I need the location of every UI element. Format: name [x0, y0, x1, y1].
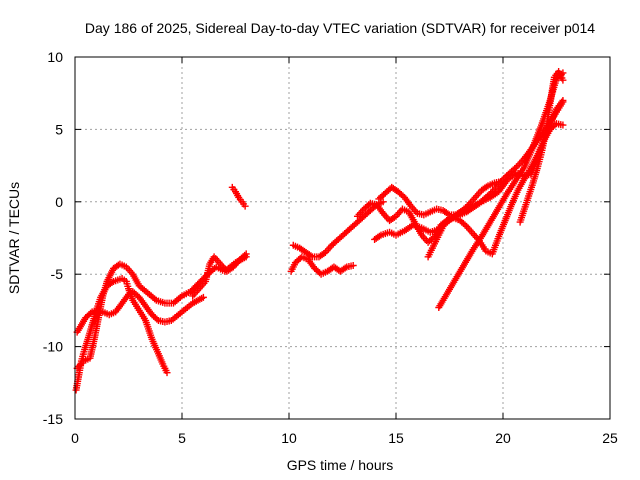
data-point — [241, 202, 249, 210]
data-point — [559, 121, 567, 129]
x-tick-label: 15 — [388, 430, 404, 446]
data-point — [341, 264, 349, 272]
series-track-m — [516, 67, 567, 226]
data-point — [461, 221, 469, 229]
data-point — [444, 215, 452, 223]
y-tick-label: 0 — [55, 194, 63, 210]
data-point — [307, 252, 315, 260]
series-track-d — [189, 250, 250, 300]
plot-frame — [74, 56, 611, 420]
data-point — [199, 293, 207, 301]
data-point — [365, 201, 373, 209]
y-tick-label: 10 — [47, 49, 63, 65]
chart-title: Day 186 of 2025, Sidereal Day-to-day VTE… — [85, 20, 595, 36]
data-point — [87, 309, 95, 317]
data-point — [559, 76, 567, 84]
series-track-a — [72, 275, 171, 394]
data-point — [482, 183, 490, 191]
y-tick-label: -5 — [51, 266, 64, 282]
y-tick-label: 5 — [55, 121, 63, 137]
series-track-l — [424, 96, 567, 261]
series-track-h — [375, 178, 505, 219]
data-point — [375, 232, 383, 240]
x-tick-label: 10 — [281, 430, 297, 446]
y-tick-label: -15 — [43, 411, 63, 427]
data-point — [241, 251, 249, 259]
data-point — [108, 279, 116, 287]
x-tick-label: 5 — [178, 430, 186, 446]
data-point — [163, 369, 171, 377]
x-tick-label: 25 — [602, 430, 618, 446]
data-point — [379, 198, 387, 206]
series-track-f — [287, 253, 357, 278]
series-track-g — [289, 198, 387, 261]
y-axis-label: SDTVAR / TECUs — [6, 182, 22, 294]
y-tick-label: -10 — [43, 339, 63, 355]
data-markers — [72, 67, 567, 394]
data-point — [559, 96, 567, 104]
data-point — [349, 262, 357, 270]
x-tick-label: 0 — [71, 430, 79, 446]
data-point — [153, 315, 161, 323]
x-axis-label: GPS time / hours — [287, 457, 394, 473]
data-point — [242, 250, 250, 258]
x-tick-label: 20 — [495, 430, 511, 446]
series-track-e — [228, 183, 249, 210]
